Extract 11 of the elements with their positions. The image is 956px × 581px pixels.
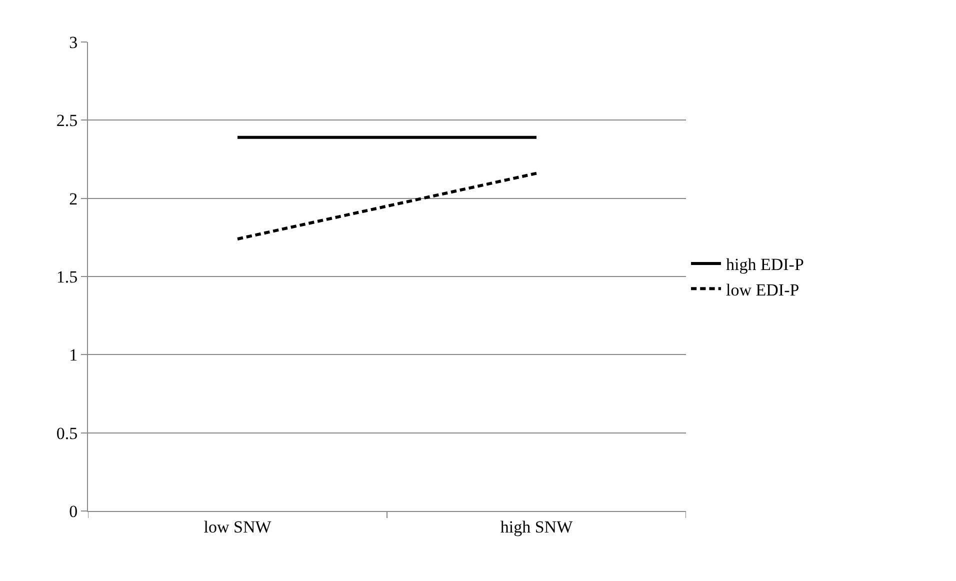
x-tick-label: high SNW (500, 517, 574, 536)
y-tick-label: 1 (69, 346, 78, 365)
legend-label: high EDI-P (726, 255, 804, 274)
y-tick-label: 0.5 (56, 424, 78, 443)
legend-label: low EDI-P (726, 280, 800, 300)
y-tick-label: 2 (69, 189, 78, 208)
x-tick-label: low SNW (204, 517, 272, 536)
y-tick-label: 2.5 (56, 111, 78, 130)
y-tick-label: 1.5 (56, 267, 78, 286)
y-tick-label: 3 (69, 32, 78, 52)
y-tick-label: 0 (69, 502, 78, 521)
